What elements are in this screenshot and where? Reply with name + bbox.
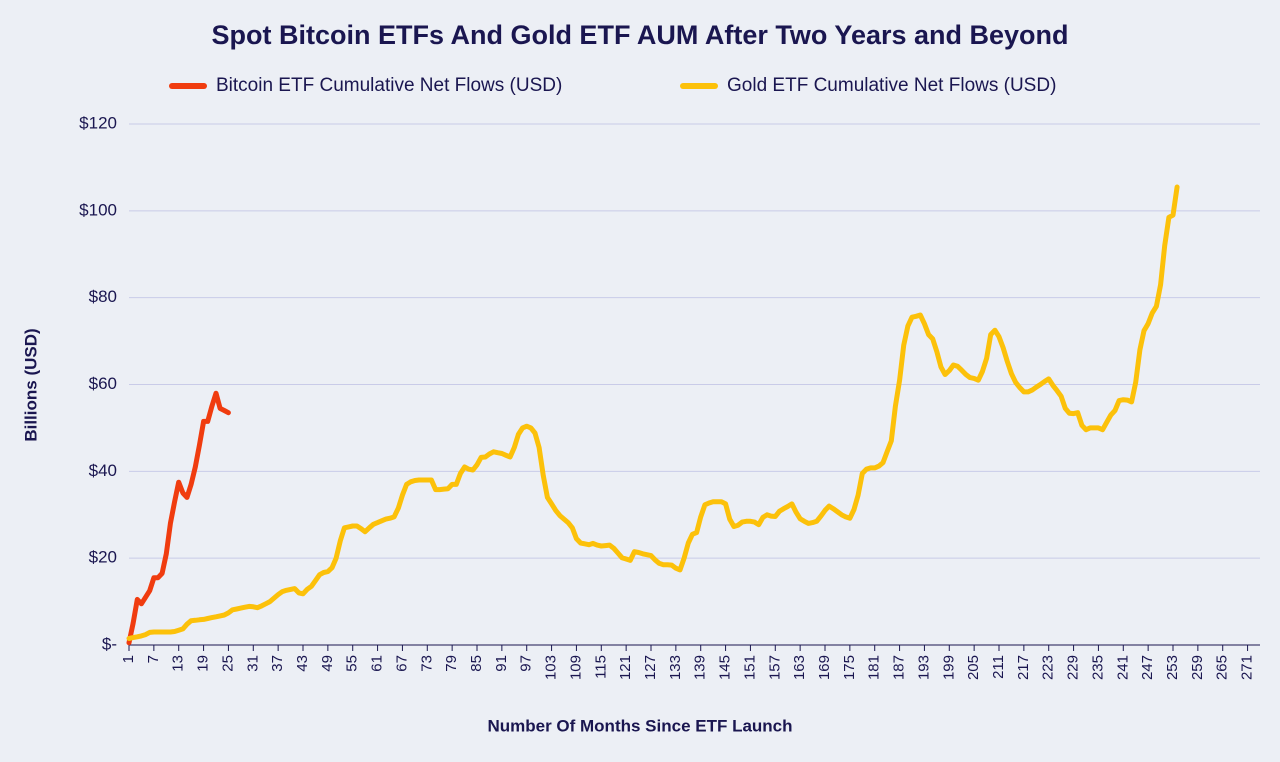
chart-title: Spot Bitcoin ETFs And Gold ETF AUM After… bbox=[211, 20, 1068, 50]
x-tick-label: 25 bbox=[219, 655, 236, 672]
legend-label: Bitcoin ETF Cumulative Net Flows (USD) bbox=[216, 75, 562, 96]
y-axis-title: Billions (USD) bbox=[21, 328, 40, 441]
x-tick-label: 67 bbox=[393, 655, 410, 672]
x-tick-label: 37 bbox=[269, 655, 286, 672]
x-tick-label: 139 bbox=[692, 655, 709, 680]
x-tick-label: 217 bbox=[1015, 655, 1032, 680]
x-tick-label: 109 bbox=[567, 655, 584, 680]
y-tick-label: $100 bbox=[79, 200, 117, 219]
y-tick-label: $80 bbox=[89, 287, 117, 306]
x-tick-label: 187 bbox=[891, 655, 908, 680]
y-tick-label: $- bbox=[102, 634, 117, 653]
y-tick-label: $20 bbox=[89, 548, 117, 567]
x-tick-label: 121 bbox=[617, 655, 634, 680]
x-tick-label: 55 bbox=[344, 655, 361, 672]
x-tick-label: 61 bbox=[369, 655, 386, 672]
x-tick-label: 19 bbox=[195, 655, 212, 672]
y-tick-label: $60 bbox=[89, 374, 117, 393]
x-tick-label: 79 bbox=[443, 655, 460, 672]
x-tick-label: 241 bbox=[1114, 655, 1131, 680]
x-tick-label: 103 bbox=[543, 655, 560, 680]
x-tick-label: 271 bbox=[1239, 655, 1256, 680]
x-tick-label: 73 bbox=[418, 655, 435, 672]
x-tick-label: 43 bbox=[294, 655, 311, 672]
x-tick-label: 127 bbox=[642, 655, 659, 680]
x-tick-label: 235 bbox=[1089, 655, 1106, 680]
y-tick-label: $40 bbox=[89, 461, 117, 480]
x-tick-label: 91 bbox=[493, 655, 510, 672]
x-tick-label: 157 bbox=[766, 655, 783, 680]
x-tick-label: 211 bbox=[990, 655, 1007, 679]
x-tick-label: 223 bbox=[1040, 655, 1057, 680]
x-axis-title: Number Of Months Since ETF Launch bbox=[487, 716, 792, 735]
x-tick-label: 145 bbox=[717, 655, 734, 680]
x-tick-label: 247 bbox=[1139, 655, 1156, 680]
x-tick-label: 259 bbox=[1189, 655, 1206, 680]
x-tick-label: 253 bbox=[1164, 655, 1181, 680]
x-tick-label: 97 bbox=[518, 655, 535, 672]
x-tick-label: 163 bbox=[791, 655, 808, 680]
x-tick-label: 265 bbox=[1214, 655, 1231, 680]
x-tick-label: 169 bbox=[816, 655, 833, 680]
x-tick-label: 151 bbox=[741, 655, 758, 680]
x-tick-label: 1 bbox=[120, 655, 137, 663]
x-tick-label: 193 bbox=[915, 655, 932, 680]
x-tick-label: 31 bbox=[244, 655, 261, 672]
legend-label: Gold ETF Cumulative Net Flows (USD) bbox=[727, 75, 1056, 96]
x-tick-label: 49 bbox=[319, 655, 336, 672]
x-tick-label: 85 bbox=[468, 655, 485, 672]
x-tick-label: 115 bbox=[592, 655, 609, 679]
x-tick-label: 199 bbox=[940, 655, 957, 680]
x-tick-label: 133 bbox=[667, 655, 684, 680]
series-line bbox=[126, 390, 231, 646]
x-tick-label: 229 bbox=[1065, 655, 1082, 680]
x-tick-label: 181 bbox=[866, 655, 883, 680]
x-tick-label: 13 bbox=[170, 655, 187, 672]
x-tick-label: 175 bbox=[841, 655, 858, 680]
series-line bbox=[126, 184, 1180, 641]
x-tick-label: 7 bbox=[145, 655, 162, 663]
x-tick-label: 205 bbox=[965, 655, 982, 680]
y-tick-label: $120 bbox=[79, 113, 117, 132]
